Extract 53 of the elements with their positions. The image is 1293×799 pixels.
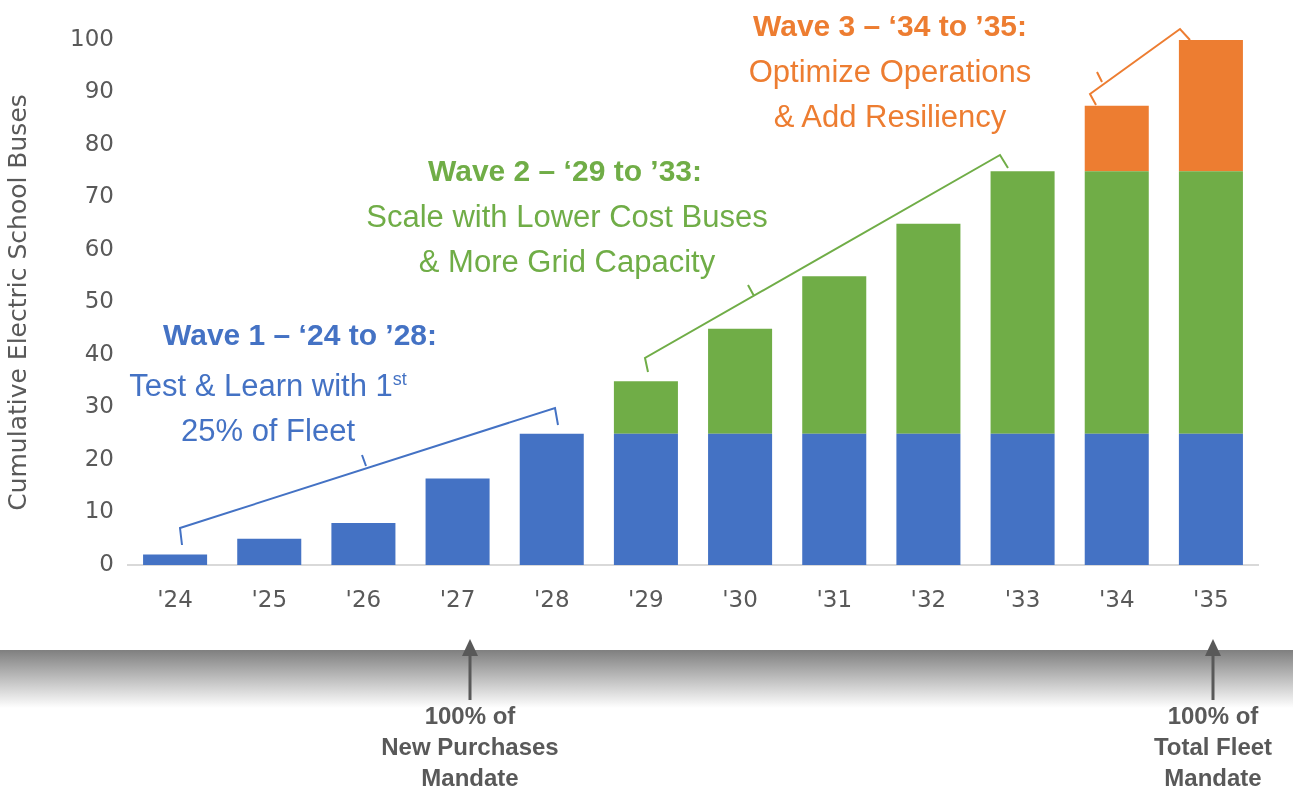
bar (990, 171, 1055, 434)
y-tick-label: 60 (84, 234, 114, 261)
x-tick-label: '29 (628, 585, 664, 612)
x-tick-label: '32 (910, 585, 947, 612)
text: 100% of New Purchases Mandate (381, 701, 559, 793)
annotation: Wave 2 – ‘29 to ’33: (427, 153, 703, 189)
bar (519, 433, 584, 565)
bar (708, 433, 773, 565)
bar (802, 276, 867, 434)
bar (613, 433, 678, 565)
bar (896, 433, 961, 565)
text: 100% of Total Fleet Mandate (1153, 701, 1273, 793)
bar (1178, 171, 1243, 434)
annotation: Wave 1 – ‘24 to ’28: (162, 317, 438, 353)
bar (990, 433, 1055, 565)
y-tick-label: 90 (84, 77, 114, 104)
bar (1084, 171, 1149, 434)
x-tick-label: '25 (251, 585, 288, 612)
y-tick-label: 30 (84, 392, 114, 419)
y-tick-label: 0 (99, 549, 114, 576)
x-tick-label: '31 (816, 585, 853, 612)
bar (708, 328, 773, 434)
bar (1178, 433, 1243, 565)
x-tick-label: '35 (1193, 585, 1229, 612)
bar (802, 433, 867, 565)
bar (1178, 40, 1243, 172)
x-tick-label: '26 (345, 585, 382, 612)
bar (425, 478, 490, 565)
y-axis-title: Cumulative Electric School Buses (2, 94, 32, 511)
x-tick-label: '33 (1004, 585, 1041, 612)
bar (143, 554, 208, 565)
annotation: Optimize Operations & Add Resiliency (748, 53, 1032, 136)
x-tick-label: '27 (439, 585, 476, 612)
annotation: Wave 3 – ‘34 to ’35: (752, 8, 1028, 44)
y-tick-label: 100 (70, 24, 114, 51)
annotation: Scale with Lower Cost Buses & More Grid Capacity (366, 198, 768, 281)
y-tick-label: 40 (84, 339, 114, 366)
bar (1084, 105, 1149, 172)
y-tick-label: 80 (84, 129, 114, 156)
y-tick-label: 70 (84, 182, 114, 209)
y-tick-label: 10 (84, 497, 114, 524)
bar (237, 538, 302, 565)
bar (613, 381, 678, 434)
x-tick-label: '28 (533, 585, 570, 612)
x-tick-label: '34 (1098, 585, 1135, 612)
bar (896, 223, 961, 434)
bar (1084, 433, 1149, 565)
bar (331, 523, 396, 565)
x-tick-label: '24 (157, 585, 193, 612)
y-tick-label: 50 (84, 287, 114, 314)
text: Test & Learn with 1$^{st}$ 25% of Fleet (129, 368, 407, 449)
y-tick-label: 20 (84, 444, 114, 471)
x-tick-label: '30 (722, 585, 758, 612)
